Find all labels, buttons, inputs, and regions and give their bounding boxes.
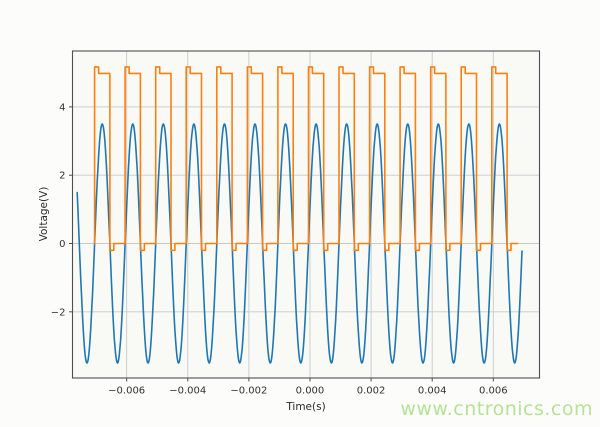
x-tick-label: 0.004	[418, 386, 447, 397]
plot-border	[71, 50, 541, 379]
y-tick-label: 2	[59, 171, 65, 182]
y-tick-label: −2	[51, 307, 66, 318]
x-axis-label: Time(s)	[286, 401, 326, 413]
watermark-text: www.cntronics.com	[400, 398, 593, 420]
x-tick-label: 0.000	[296, 386, 325, 397]
x-tick-label: −0.002	[230, 386, 267, 397]
y-tick-label: 0	[59, 239, 65, 250]
sine-input-line	[76, 123, 523, 364]
x-tick-label: 0.002	[357, 386, 386, 397]
x-tick-label: −0.006	[108, 386, 145, 397]
plot-area	[72, 51, 540, 378]
y-tick-label: 4	[59, 102, 65, 113]
x-tick-label: −0.004	[169, 386, 206, 397]
square-output-line	[93, 66, 519, 252]
y-axis-label: Voltage(V)	[38, 186, 50, 242]
x-tick-label: 0.006	[479, 386, 508, 397]
